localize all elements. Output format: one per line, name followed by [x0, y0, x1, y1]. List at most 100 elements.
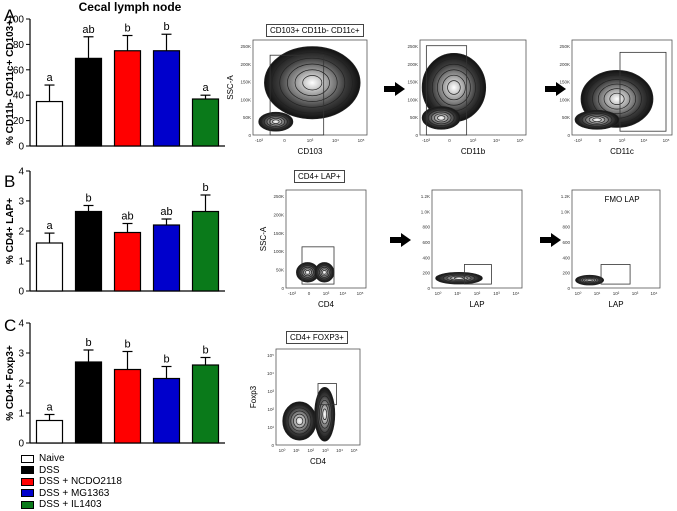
density-contour	[261, 113, 291, 131]
density-contour	[430, 111, 452, 125]
flow-plot-frame	[431, 189, 523, 289]
bar-4	[152, 377, 181, 444]
flow-y-tick-label: 50K	[562, 115, 570, 120]
density-contour	[263, 114, 288, 129]
density-contour	[294, 69, 330, 97]
arrow-head	[551, 233, 561, 247]
flow-y-tick-label: 0	[427, 286, 430, 291]
flow-y-tick-label: 800	[422, 225, 430, 230]
density-contour	[592, 117, 602, 123]
gate-label-row1: CD103+ CD11b- CD11c+	[266, 24, 364, 37]
y-axis-label: % CD11b- CD11c+ CD103+	[5, 20, 16, 145]
gate-rectangle	[301, 246, 335, 285]
flow-x-tick-label: 10⁵	[663, 138, 670, 143]
bar-3	[113, 231, 142, 292]
legend-item-mg1363: DSS + MG1363	[21, 488, 122, 500]
flow-plot-r1-3: 0 50K 100K 150K 200K 250K -10³ 0 10³ 10⁴ 10⁵ CD11c	[559, 39, 673, 156]
density-contour	[609, 92, 625, 105]
arrow-right-icon	[384, 82, 405, 96]
flow-y-tick-label: 10²	[267, 407, 274, 412]
density-contour	[269, 117, 283, 126]
density-contour	[285, 404, 314, 438]
bar-5	[191, 98, 220, 147]
flow-x-tick-label: 10⁴	[340, 291, 347, 296]
significance-letter: b	[163, 21, 169, 33]
flow-x-tick-label: 10¹	[594, 291, 601, 296]
density-contour	[264, 46, 361, 120]
legend-item-naive: Naive	[21, 453, 122, 465]
legend-item-il1403: DSS + IL1403	[21, 499, 122, 511]
y-tick-label: 4	[18, 167, 24, 178]
panel-letter-b: B	[4, 172, 16, 191]
density-contour	[322, 408, 328, 421]
flow-y-tick-label: 1.2K	[421, 194, 430, 199]
y-tick-label: 0	[18, 287, 24, 298]
density-contour	[305, 270, 311, 275]
flow-y-tick-label: 0	[567, 286, 570, 291]
bar-5	[191, 364, 220, 444]
arrow-right-icon	[545, 82, 566, 96]
flow-x-tick-label: 10⁵	[351, 448, 358, 453]
flow-x-tick-label: -10³	[288, 291, 297, 296]
y-tick-label: 80	[13, 40, 25, 51]
flow-x-tick-label: 10¹	[293, 448, 300, 453]
arrow-head	[395, 82, 405, 96]
flow-plot-r2-3: 0 200 400 600 800 1.0K 1.2K 10⁰ 10¹ 10² 10³ 10⁴ LAP F…	[561, 189, 661, 309]
gate-rectangle	[317, 383, 337, 406]
density-contour	[433, 113, 449, 123]
arrow-right-icon	[540, 233, 561, 247]
density-contour	[442, 273, 476, 283]
y-tick-label: 2	[18, 227, 24, 238]
flow-x-tick-label: 10²	[613, 291, 620, 296]
y-tick-label: 4	[18, 319, 24, 330]
density-contour	[303, 268, 312, 277]
density-contour	[302, 75, 323, 91]
flow-x-tick-label: -10³	[255, 138, 264, 143]
bar-2	[74, 361, 103, 444]
flow-x-tick-label: 10⁰	[279, 448, 286, 453]
flow-x-tick-label: 10²	[308, 448, 315, 453]
density-contour	[279, 57, 346, 108]
arrow-right-icon	[390, 233, 411, 247]
flow-y-tick-label: 10⁵	[267, 353, 274, 358]
significance-letter: b	[85, 337, 91, 349]
density-contour	[578, 111, 616, 129]
density-contour	[287, 407, 312, 435]
flow-x-axis-label: CD103	[298, 147, 323, 156]
flow-x-tick-label: 10⁵	[517, 138, 524, 143]
flow-x-tick-label: 10²	[474, 291, 481, 296]
significance-letter: b	[124, 23, 130, 35]
density-contour	[585, 114, 609, 126]
bar-1	[35, 242, 64, 292]
density-contour	[272, 119, 280, 124]
significance-letter: b	[85, 193, 91, 205]
bar-2	[74, 57, 103, 147]
density-contour	[421, 106, 461, 130]
flow-y-tick-label: 200K	[559, 62, 570, 67]
flow-y-tick-label: 150K	[240, 80, 251, 85]
flow-x-tick-label: 0	[599, 138, 602, 143]
legend-item-dss: DSS	[21, 465, 122, 477]
flow-y-tick-label: 200K	[407, 62, 418, 67]
density-contour	[588, 116, 606, 124]
y-tick-label: 0	[18, 439, 24, 450]
density-contour	[603, 88, 631, 110]
flow-y-tick-label: 10¹	[267, 425, 274, 430]
panel-letter-c: C	[4, 316, 17, 335]
legend-label-naive: Naive	[39, 453, 65, 465]
density-contour	[293, 413, 306, 429]
flow-y-tick-label: 10³	[267, 389, 274, 394]
flow-x-tick-label: 10³	[470, 138, 477, 143]
flow-y-tick-label: 600	[562, 240, 570, 245]
flow-y-tick-label: 400	[562, 255, 570, 260]
arrow-shaft	[545, 86, 557, 92]
gate-rectangle	[269, 54, 325, 136]
bar-4	[152, 50, 181, 147]
flow-y-tick-label: 250K	[273, 194, 284, 199]
flow-x-tick-label: 10⁴	[651, 291, 658, 296]
bar-5	[191, 210, 220, 292]
flow-x-tick-label: 10⁴	[641, 138, 648, 143]
significance-letter: b	[163, 354, 169, 366]
